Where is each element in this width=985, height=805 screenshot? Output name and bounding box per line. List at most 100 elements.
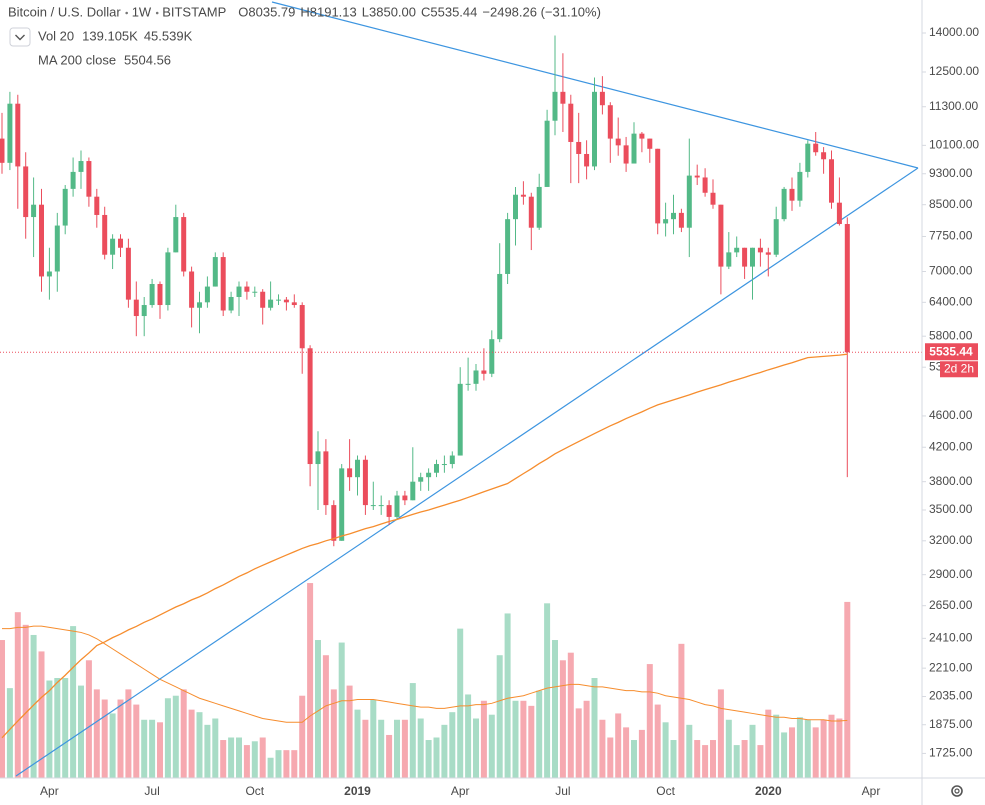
candle-body	[528, 196, 534, 228]
candle-body	[165, 252, 171, 306]
x-tick-label: 2020	[755, 784, 782, 798]
candle-body	[473, 370, 479, 384]
candle-body	[370, 505, 376, 507]
candle-body	[441, 464, 447, 466]
candle-body	[426, 472, 432, 478]
volume-bar	[283, 750, 290, 778]
volume-bar	[646, 664, 653, 778]
candle-body	[631, 133, 637, 164]
chevron-icon	[15, 34, 25, 41]
volume-bar	[749, 724, 756, 778]
candle-body	[46, 271, 52, 277]
candle-body	[355, 459, 360, 478]
volume-bar	[496, 655, 503, 778]
volume-bar	[125, 689, 132, 778]
countdown-label: 2d 2h	[944, 361, 974, 375]
y-tick-label: 1875.00	[929, 717, 973, 731]
y-tick-label: 14000.00	[929, 25, 979, 39]
ma-indicator-name: MA 200 close	[38, 52, 116, 67]
candle-body	[402, 495, 408, 501]
separator-dot	[155, 11, 159, 15]
candle-body	[592, 91, 597, 167]
volume-bar	[251, 741, 258, 778]
volume-bar	[299, 695, 306, 778]
symbol-name: Bitcoin / U.S. Dollar	[8, 4, 121, 19]
ohlc-value: 8035.79	[248, 4, 295, 19]
volume-bar	[346, 685, 353, 778]
interval: 1W	[132, 4, 152, 19]
volume-bar	[441, 724, 448, 778]
volume-bar	[449, 712, 456, 778]
candle-body	[394, 495, 400, 517]
volume-bar	[480, 700, 487, 778]
candle-body	[623, 145, 629, 164]
volume-bar	[394, 719, 400, 778]
trend-line-lower[interactable]	[15, 167, 919, 777]
candle-body	[757, 247, 763, 253]
x-tick-label: Apr	[862, 784, 881, 798]
candle-body	[54, 225, 60, 272]
candle-body	[702, 177, 708, 193]
volume-bar	[773, 714, 780, 778]
volume-bar	[204, 724, 211, 778]
volume-bar	[417, 718, 424, 778]
candle-body	[212, 257, 218, 287]
candle-body	[39, 204, 44, 277]
legend: Bitcoin / U.S. Dollar 1W BITSTAMP O 8035.79 H…	[8, 4, 601, 67]
volume-bar	[820, 719, 827, 778]
volume-bar	[812, 727, 819, 778]
candle-body	[252, 291, 258, 293]
volume-bar	[473, 718, 479, 778]
candle-body	[31, 204, 37, 218]
candle-body	[141, 305, 147, 317]
candle-body	[497, 273, 503, 340]
candle-body	[299, 305, 305, 349]
volume-bar	[757, 745, 764, 778]
candle-body	[78, 161, 84, 172]
volume-bar	[228, 737, 235, 778]
candle-body	[813, 143, 819, 153]
candle-body	[70, 171, 76, 189]
candle-body	[639, 133, 645, 139]
candle-body	[552, 91, 558, 121]
y-tick-label: 7000.00	[929, 264, 973, 278]
volume-bar	[46, 680, 53, 778]
volume-bar	[717, 689, 724, 778]
y-tick-label: 12500.00	[929, 64, 979, 78]
volume-bar	[488, 714, 495, 778]
ohlc-value: 5535.44	[430, 4, 477, 19]
candle-body	[520, 194, 526, 197]
volume-bar	[330, 689, 337, 778]
x-tick-label: 2019	[344, 784, 371, 798]
x-tick-label: Jul	[144, 784, 159, 798]
axes: 14000.00 12500.00 11300.00 10100.00 9300.00 8…	[40, 25, 979, 798]
y-tick-label: 2210.00	[929, 660, 973, 674]
candle-body	[149, 284, 155, 306]
candle-body	[347, 468, 353, 478]
collapse-button[interactable]	[9, 27, 31, 47]
candle-body	[315, 451, 321, 465]
volume-bar	[559, 660, 566, 778]
settings-button[interactable]	[951, 785, 963, 797]
y-tick-label: 8500.00	[929, 197, 973, 211]
candle-body	[283, 299, 289, 303]
volume-bar	[789, 727, 795, 778]
volume-bar	[828, 714, 835, 778]
volume-bar	[315, 640, 321, 778]
volume-bar	[275, 750, 282, 778]
candle-body	[86, 161, 92, 197]
separator-dot	[125, 11, 129, 15]
volume-bar	[172, 695, 179, 778]
volume-bar	[149, 719, 156, 778]
volume-bar	[196, 712, 203, 778]
candle-body	[197, 302, 202, 308]
volume-bar	[354, 709, 361, 778]
candle-body	[489, 339, 495, 374]
candle-body	[260, 291, 266, 308]
candle-body	[465, 383, 471, 385]
ma-line	[1, 353, 848, 739]
volume-bar	[38, 651, 45, 778]
y-tick-label: 2410.00	[929, 631, 973, 645]
x-tick-label: Oct	[656, 784, 675, 798]
